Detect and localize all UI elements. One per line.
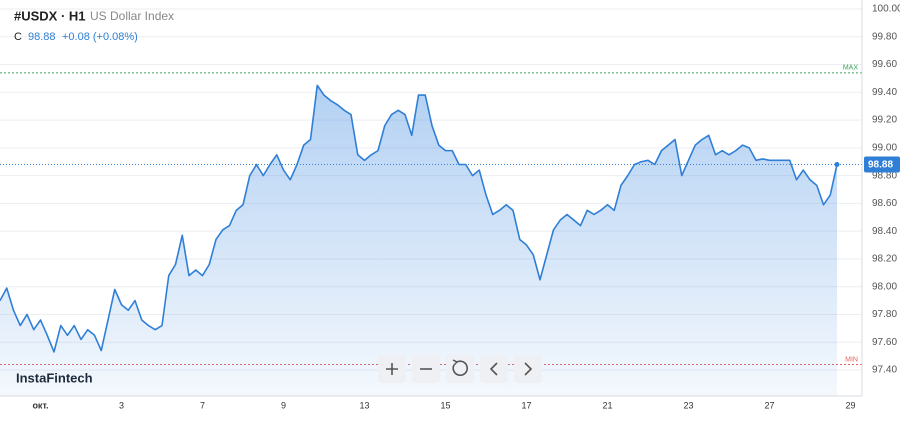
y-tick-label: 98.40 <box>872 226 897 237</box>
scroll-left-button[interactable] <box>480 355 508 383</box>
y-tick-label: 99.00 <box>872 142 897 153</box>
x-tick-label: 17 <box>521 400 531 410</box>
y-tick-label: 97.60 <box>872 337 897 348</box>
close-price: 98.88 <box>28 31 56 43</box>
chart-subtitle: US Dollar Index <box>90 9 174 23</box>
zoom-in-button[interactable] <box>378 355 406 383</box>
plot <box>0 84 840 397</box>
y-tick-label: 99.20 <box>872 115 897 126</box>
reset-button[interactable] <box>446 355 474 383</box>
x-tick-label: 7 <box>200 400 205 410</box>
x-tick-label: 15 <box>440 400 450 410</box>
x-tick-label: 3 <box>119 400 124 410</box>
area <box>0 85 837 397</box>
reference-label: MIN <box>845 356 858 363</box>
toolbar <box>378 355 542 383</box>
y-tick-label: 100.00 <box>872 4 900 15</box>
last-point <box>834 162 840 168</box>
y-tick-label: 98.00 <box>872 281 897 292</box>
price-tag-label: 98.88 <box>868 160 893 171</box>
price-tag <box>864 156 900 173</box>
scroll-right-button[interactable] <box>514 355 542 383</box>
y-tick-label: 99.80 <box>872 31 897 42</box>
y-tick-label: 97.80 <box>872 309 897 320</box>
y-tick-label: 98.60 <box>872 198 897 209</box>
reference-label: MAX <box>843 65 859 72</box>
line <box>0 84 838 353</box>
axes: 97.40 97.60 97.80 98.00 98.20 98.40 98.60 98.80… <box>32 4 900 410</box>
watermark: InstaFintech <box>16 370 93 385</box>
price-change: +0.08 (+0.08%) <box>62 31 138 43</box>
x-tick-label: 27 <box>764 400 774 410</box>
zoom-out-button[interactable] <box>412 355 440 383</box>
y-tick-label: 99.60 <box>872 59 897 70</box>
y-tick-label: 97.40 <box>872 365 897 376</box>
x-tick-label: 29 <box>845 400 855 410</box>
x-tick-label: 9 <box>281 400 286 410</box>
x-tick-label: 23 <box>683 400 693 410</box>
y-tick-label: 99.40 <box>872 87 897 98</box>
y-tick-label: 98.20 <box>872 254 897 265</box>
x-tick-label: 13 <box>359 400 369 410</box>
y-tick-label: 98.80 <box>872 170 897 181</box>
close-label: C <box>14 31 22 43</box>
x-tick-label: окт. <box>32 400 48 410</box>
x-tick-label: 21 <box>602 400 612 410</box>
chart-title: #USDX · H1 <box>14 8 86 23</box>
